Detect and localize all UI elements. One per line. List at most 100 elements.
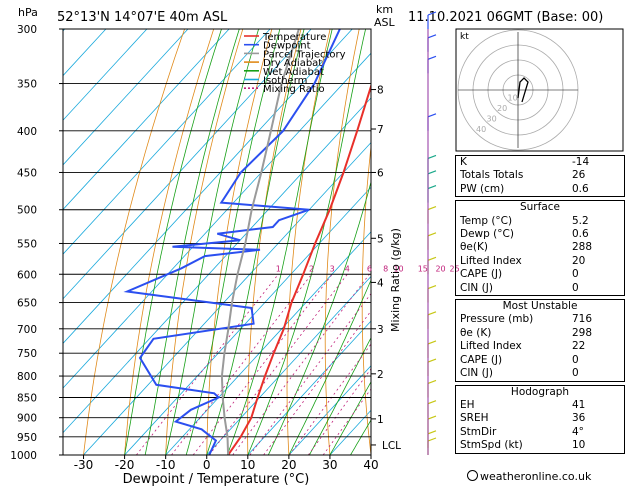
- totals-totals-row: Totals Totals 26: [456, 169, 624, 182]
- mixing-ratio-value: 8: [383, 264, 388, 273]
- hodograph-stat-row: StmSpd (kt) 10: [456, 439, 624, 452]
- surface-row: θe(K) 288: [456, 241, 624, 254]
- pressure-tick-label: 500: [17, 205, 37, 217]
- pw-row: PW (cm) 0.6: [456, 183, 624, 196]
- totals-totals-value: 26: [572, 169, 586, 182]
- most-unstable-row: Pressure (mb) 716: [456, 313, 624, 326]
- most-unstable-label: Lifted Index: [460, 340, 522, 353]
- mixing-ratio-line: [171, 274, 312, 455]
- pressure-tick-label: 350: [17, 79, 37, 91]
- most-unstable-box: Most Unstable Pressure (mb) 716 θe (K) 298 L…: [455, 299, 625, 382]
- wind-barb-flag: [427, 358, 437, 363]
- pressure-tick-label: 800: [17, 371, 37, 383]
- temp-tick-label: 20: [281, 458, 296, 472]
- wet-adiabat-line: [309, 336, 371, 455]
- isotherm-line: [63, 52, 371, 389]
- mixing-ratio-line: [249, 292, 371, 455]
- most-unstable-value: 716: [572, 313, 593, 326]
- hodograph-ring-label: 30: [487, 115, 497, 124]
- pw-value: 0.6: [572, 182, 589, 195]
- most-unstable-value: 0: [572, 367, 579, 380]
- mixing-ratio-line: [232, 274, 370, 455]
- hodograph-trace: [517, 77, 529, 103]
- surface-row: Lifted Index 20: [456, 255, 624, 268]
- mixing-ratio-line: [263, 310, 371, 455]
- isotherm-line: [83, 141, 371, 455]
- isotherm-line: [288, 365, 371, 455]
- hodograph-stats-box: Hodograph EH 41 SREH 36 StmDir 4° StmSpd (kt) 1…: [455, 384, 625, 454]
- km-tick-label: 3: [377, 324, 384, 336]
- mixing-ratio-value: 4: [345, 264, 350, 273]
- asl-label: ASL: [374, 16, 396, 29]
- pressure-tick-label: 700: [17, 324, 37, 336]
- temp-tick-label: 0: [203, 458, 211, 472]
- most-unstable-row: CAPE (J) 0: [456, 354, 624, 367]
- surface-label: Temp (°C): [460, 214, 513, 227]
- pressure-tick-label: 400: [17, 126, 37, 138]
- surface-row: Temp (°C) 5.2: [456, 215, 624, 228]
- surface-title: Surface: [519, 201, 560, 214]
- pressure-tick-label: 650: [17, 298, 37, 310]
- wind-barb-flag: [427, 55, 437, 60]
- mixing-ratio-value: 3: [330, 264, 335, 273]
- pressure-tick-label: 750: [17, 348, 37, 360]
- wind-barb-flag: [427, 285, 437, 290]
- hodograph-stat-label: EH: [460, 398, 475, 411]
- surface-row: CIN (J) 0: [456, 282, 624, 295]
- surface-value: 20: [572, 254, 586, 267]
- dewpoint-line: [123, 29, 341, 455]
- location-title: 52°13'N 14°07'E 40m ASL: [57, 10, 228, 25]
- pressure-tick-label: 300: [17, 24, 37, 36]
- dry-adiabat-line: [83, 29, 185, 455]
- isotherm-line: [247, 320, 371, 455]
- pressure-tick-label: 900: [17, 413, 37, 425]
- isotherm-line: [124, 186, 371, 455]
- mixing-ratio-line: [208, 274, 348, 455]
- plot-area: [63, 29, 371, 455]
- legend-entry: Dry Adiabat: [263, 58, 322, 69]
- mixing-ratio-line: [289, 343, 371, 455]
- mixing-ratio-value: 15: [418, 264, 428, 273]
- isotherm-line: [63, 29, 148, 121]
- legend-entry: Wet Adiabat: [263, 67, 324, 78]
- surface-value: 5.2: [572, 214, 589, 227]
- hodograph-stat-value: 10: [572, 439, 586, 452]
- surface-value: 0.6: [572, 228, 589, 241]
- hodograph-stats-title: Hodograph: [510, 385, 570, 398]
- mixing-ratio-value: 1: [276, 264, 281, 273]
- isotherm-line: [63, 29, 312, 300]
- wet-adiabat-line: [329, 381, 371, 455]
- hodograph-stat-row: EH 41: [456, 399, 624, 412]
- most-unstable-row: CIN (J) 0: [456, 367, 624, 380]
- wind-barb-flag: [427, 379, 437, 385]
- mixing-ratio-value: 20: [435, 264, 445, 273]
- temp-tick-label: 30: [322, 458, 337, 472]
- hodograph-stat-row: StmDir 4°: [456, 426, 624, 439]
- k-index-row: K -14: [456, 156, 624, 169]
- legend-entry: Mixing Ratio: [263, 84, 325, 95]
- wind-barbs: [427, 11, 437, 455]
- p-unit-label: hPa: [18, 6, 38, 19]
- footer-credit[interactable]: weatheronline.co.uk: [467, 470, 591, 483]
- mixing-ratio-line: [192, 274, 333, 455]
- most-unstable-label: θe (K): [460, 326, 492, 339]
- wind-barb-flag: [427, 256, 437, 261]
- pressure-tick-label: 450: [17, 167, 37, 179]
- hodograph-stat-label: SREH: [460, 412, 489, 425]
- parcel-trajectory-line: [220, 29, 300, 455]
- wind-barb-flag: [427, 113, 437, 118]
- surface-row: CAPE (J) 0: [456, 268, 624, 281]
- wind-barb-flag: [427, 311, 437, 316]
- temperature-line: [227, 83, 371, 455]
- hodograph-ring-label: 40: [476, 125, 486, 134]
- km-tick-label: 8: [377, 85, 384, 97]
- mixing-ratio-value: 6: [367, 264, 372, 273]
- wind-barb-flag: [427, 232, 437, 237]
- wind-barb-flag: [427, 154, 437, 160]
- km-tick-label: LCL: [382, 440, 401, 452]
- copyright-icon: [467, 470, 478, 481]
- mixing-ratio-value: 10: [393, 264, 403, 273]
- mixing-ratio-value: 2: [309, 264, 314, 273]
